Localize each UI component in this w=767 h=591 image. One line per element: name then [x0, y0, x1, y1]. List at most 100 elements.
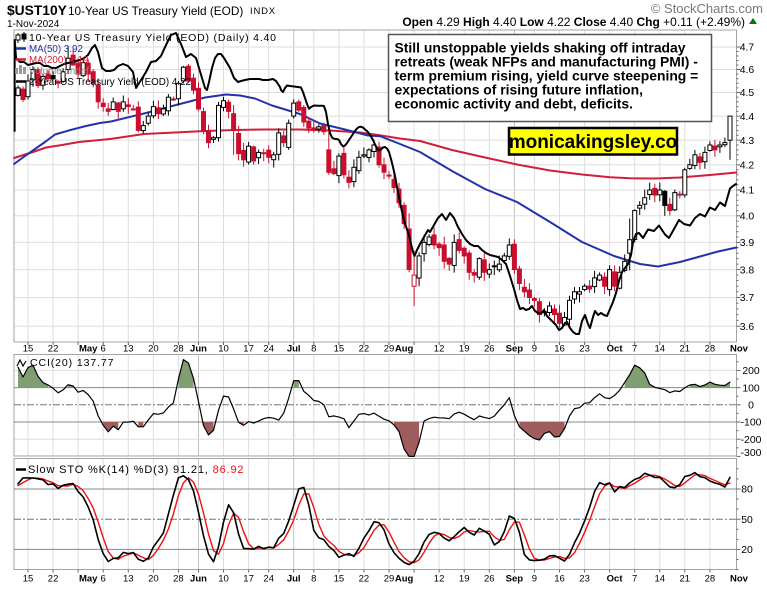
svg-text:100: 100 [742, 383, 760, 394]
svg-text:term premium rising, yield cur: term premium rising, yield curve steepen… [395, 68, 699, 84]
svg-text:8: 8 [311, 574, 316, 585]
svg-text:Jun: Jun [190, 344, 207, 355]
svg-text:4.1: 4.1 [740, 186, 755, 197]
svg-text:3.9: 3.9 [740, 238, 755, 249]
svg-text:7: 7 [632, 344, 637, 355]
svg-text:-300: -300 [741, 448, 762, 459]
svg-text:22: 22 [359, 344, 370, 355]
svg-text:Nov: Nov [730, 344, 749, 355]
svg-text:10: 10 [218, 574, 229, 585]
svg-text:15: 15 [23, 574, 34, 585]
svg-text:© StockCharts.com: © StockCharts.com [651, 1, 763, 16]
svg-text:CCI(20) 137.77: CCI(20) 137.77 [30, 357, 114, 369]
svg-text:Sep: Sep [506, 344, 524, 355]
svg-text:7: 7 [632, 574, 637, 585]
svg-text:Open 4.29 High 4.40 Low 4.22 C: Open 4.29 High 4.40 Low 4.22 Close 4.40 … [402, 15, 745, 29]
svg-text:16: 16 [554, 574, 565, 585]
svg-text:12: 12 [434, 574, 445, 585]
svg-text:economic activity and debt, de: economic activity and debt, deficits. [395, 96, 634, 112]
svg-text:50: 50 [741, 515, 753, 526]
svg-text:-200: -200 [741, 435, 762, 446]
svg-text:17: 17 [243, 574, 254, 585]
svg-text:Nov: Nov [730, 574, 749, 585]
svg-text:4.4: 4.4 [740, 112, 755, 123]
svg-text:22: 22 [48, 344, 59, 355]
svg-text:May: May [79, 574, 98, 585]
svg-text:20: 20 [148, 344, 159, 355]
svg-text:10-Year US Treasury Yield (EOD: 10-Year US Treasury Yield (EOD) (Daily) … [29, 32, 277, 44]
svg-text:Aug: Aug [395, 344, 414, 355]
svg-text:20: 20 [741, 545, 753, 556]
svg-text:19: 19 [459, 344, 470, 355]
svg-text:2-Year US Treasury Yield (EOD): 2-Year US Treasury Yield (EOD) 4.22 [29, 77, 191, 88]
svg-text:13: 13 [123, 574, 134, 585]
svg-text:0: 0 [748, 401, 754, 412]
svg-text:monicakingsley.co: monicakingsley.co [509, 132, 678, 153]
svg-text:8: 8 [311, 344, 316, 355]
svg-text:15: 15 [23, 344, 34, 355]
svg-text:28: 28 [173, 344, 184, 355]
svg-text:19: 19 [459, 574, 470, 585]
svg-text:4.6: 4.6 [740, 65, 755, 76]
svg-text:Sep: Sep [506, 574, 524, 585]
svg-text:15: 15 [334, 574, 345, 585]
svg-text:4.7: 4.7 [740, 43, 755, 54]
svg-text:10: 10 [218, 344, 229, 355]
svg-text:9: 9 [532, 574, 537, 585]
svg-text:1-Nov-2024: 1-Nov-2024 [7, 19, 60, 30]
svg-text:26: 26 [484, 344, 495, 355]
svg-text:4.2: 4.2 [740, 161, 755, 172]
svg-text:23: 23 [579, 574, 590, 585]
svg-text:Jun: Jun [190, 574, 207, 585]
svg-text:16: 16 [554, 344, 565, 355]
svg-text:29: 29 [384, 574, 395, 585]
svg-text:13: 13 [123, 344, 134, 355]
svg-text:12: 12 [434, 344, 445, 355]
svg-text:Jul: Jul [287, 344, 301, 355]
svg-text:-100: -100 [741, 418, 762, 429]
svg-text:Slow STO %K(14) %D(3) 91.21, 8: Slow STO %K(14) %D(3) 91.21, 86.92 [28, 464, 244, 476]
svg-text:6: 6 [101, 574, 106, 585]
svg-text:3.7: 3.7 [740, 293, 755, 304]
svg-text:9: 9 [532, 344, 537, 355]
svg-text:24: 24 [263, 574, 274, 585]
svg-text:Still unstoppable yields shaki: Still unstoppable yields shaking off int… [395, 40, 686, 56]
svg-text:Volume undef: Volume undef [29, 66, 89, 77]
svg-text:6: 6 [101, 344, 106, 355]
svg-text:15: 15 [334, 344, 345, 355]
svg-text:29: 29 [384, 344, 395, 355]
svg-text:14: 14 [655, 344, 666, 355]
svg-text:Oct: Oct [607, 344, 624, 355]
svg-text:21: 21 [680, 344, 691, 355]
svg-text:3.8: 3.8 [740, 265, 755, 276]
svg-text:28: 28 [705, 574, 716, 585]
svg-text:21: 21 [680, 574, 691, 585]
svg-text:80: 80 [741, 485, 753, 496]
svg-text:200: 200 [742, 366, 760, 377]
svg-text:4.3: 4.3 [740, 136, 755, 147]
svg-text:24: 24 [263, 344, 274, 355]
svg-text:28: 28 [705, 344, 716, 355]
svg-text:3.6: 3.6 [740, 322, 755, 333]
svg-text:28: 28 [173, 574, 184, 585]
svg-text:20: 20 [148, 574, 159, 585]
svg-text:expectations of rising future: expectations of rising future inflation, [395, 82, 644, 98]
svg-text:INDX: INDX [250, 6, 276, 17]
svg-text:22: 22 [48, 574, 59, 585]
svg-text:22: 22 [359, 574, 370, 585]
svg-text:May: May [79, 344, 98, 355]
svg-text:10-Year US Treasury Yield (EOD: 10-Year US Treasury Yield (EOD) [68, 4, 243, 18]
svg-text:14: 14 [655, 574, 666, 585]
svg-text:Aug: Aug [395, 574, 414, 585]
svg-text:23: 23 [579, 344, 590, 355]
svg-text:retreats (weak NFPs and manufa: retreats (weak NFPs and manufacturing PM… [395, 54, 699, 70]
svg-text:MA(200) 4.19: MA(200) 4.19 [29, 55, 88, 66]
svg-text:Jul: Jul [287, 574, 301, 585]
svg-text:4.0: 4.0 [740, 212, 755, 223]
svg-text:MA(50) 3.92: MA(50) 3.92 [29, 44, 83, 55]
svg-text:Oct: Oct [607, 574, 624, 585]
svg-text:17: 17 [243, 344, 254, 355]
svg-text:4.5: 4.5 [740, 88, 755, 99]
svg-text:26: 26 [484, 574, 495, 585]
svg-text:$UST10Y: $UST10Y [7, 3, 67, 18]
